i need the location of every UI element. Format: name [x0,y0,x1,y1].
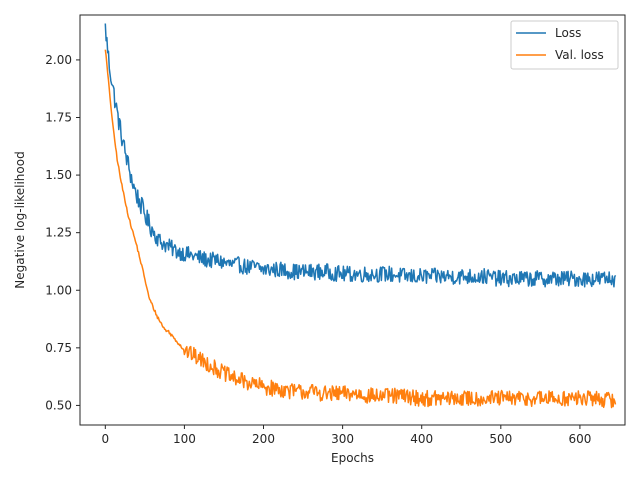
x-tick-label: 100 [173,432,196,446]
y-axis-ticks: 0.50 0.75 1.00 1.25 1.50 1.75 2.00 [45,53,80,412]
x-tick-label: 600 [568,432,591,446]
y-tick-label: 2.00 [45,53,72,67]
legend: Loss Val. loss [510,20,619,70]
x-tick-label: 0 [101,432,109,446]
x-axis-title: Epochs [331,451,374,465]
series-line-loss [104,23,617,288]
y-tick-label: 0.75 [45,341,72,355]
x-tick-label: 200 [252,432,275,446]
x-tick-label: 500 [489,432,512,446]
legend-label-loss: Loss [555,26,581,40]
legend-label-val-loss: Val. loss [555,48,604,62]
y-tick-label: 1.75 [45,111,72,125]
x-tick-label: 300 [331,432,354,446]
x-axis-ticks: 0 100 200 300 400 500 600 [101,425,591,446]
series-line-val-loss [104,49,617,409]
series-layer [104,23,617,409]
y-tick-label: 1.25 [45,226,72,240]
y-tick-label: 1.00 [45,283,72,297]
y-tick-label: 0.50 [45,398,72,412]
x-tick-label: 400 [410,432,433,446]
y-axis-title: Negative log-likelihood [13,151,27,288]
plot-area-frame [79,14,626,426]
y-tick-label: 1.50 [45,168,72,182]
